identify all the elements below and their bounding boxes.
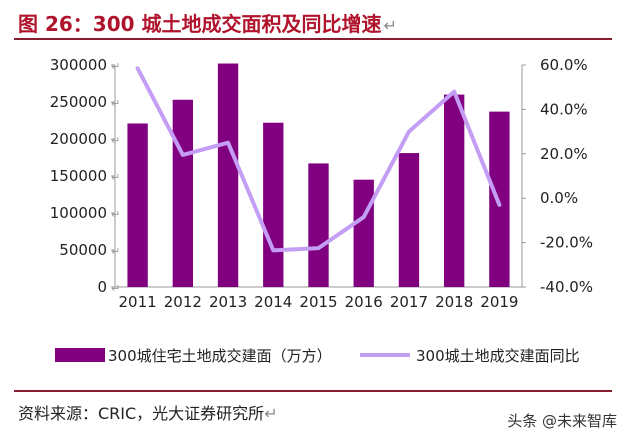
bar — [217, 63, 239, 287]
y-right-tick-label: 40.0% — [540, 100, 588, 118]
source-rule — [14, 390, 612, 392]
y-right-tick-label: 20.0% — [540, 145, 588, 163]
bar — [308, 163, 329, 287]
x-tick-label: 2015 — [299, 293, 337, 311]
line-point — [408, 131, 410, 133]
x-tick-label: 2017 — [390, 293, 428, 311]
x-tick-label: 2016 — [345, 293, 383, 311]
chart-title: 图 26：300 城土地成交面积及同比增速 ↵ — [18, 8, 397, 37]
bar — [398, 153, 420, 287]
return-mark-icon: ↵ — [383, 16, 397, 35]
y-left-tick-label: 300000 — [50, 56, 107, 74]
title-rule — [14, 38, 612, 40]
line-point — [182, 154, 184, 156]
watermark: 头条 @未来智库 — [507, 412, 617, 430]
return-mark-icon: ↵ — [111, 97, 120, 110]
chart-title-text: 图 26：300 城土地成交面积及同比增速 — [18, 12, 382, 36]
x-tick-label: 2018 — [435, 293, 473, 311]
y-left-tick-label: 200000 — [50, 130, 107, 148]
line-point — [137, 67, 139, 69]
line-point — [498, 204, 500, 206]
legend-label-line: 300城土地成交建面同比 — [416, 347, 580, 365]
legend-swatch-bar — [55, 348, 105, 362]
legend-label-bar: 300城住宅土地成交建面（万方） — [108, 347, 332, 365]
bar-series — [127, 63, 510, 288]
line-point — [227, 142, 229, 144]
line-point — [272, 249, 274, 251]
x-tick-label: 2019 — [480, 293, 518, 311]
bar — [172, 99, 194, 287]
x-tick-label: 2014 — [254, 293, 292, 311]
return-mark-icon: ↵ — [111, 208, 120, 221]
bar — [353, 179, 374, 287]
x-tick-label: 2013 — [209, 293, 247, 311]
return-mark-icon: ↵ — [111, 60, 120, 73]
y-left-tick-label: 100000 — [50, 204, 107, 222]
tick-labels: 0 ↵ 50000 ↵ 100000 ↵ 150000 ↵ 200000 ↵ 250000 ↵ 3000… — [50, 56, 593, 311]
x-tick-label: 2011 — [119, 293, 157, 311]
bar — [489, 111, 510, 288]
line-series — [135, 66, 502, 253]
line-point — [453, 91, 455, 93]
return-mark-icon: ↵ — [111, 245, 120, 258]
return-mark-icon: ↵ — [111, 171, 120, 184]
y-left-tick-label: 250000 — [50, 93, 107, 111]
bar — [263, 122, 284, 287]
y-left-tick-label: 150000 — [50, 167, 107, 185]
return-mark-icon: ↵ — [111, 282, 120, 295]
return-mark-icon: ↵ — [264, 404, 278, 423]
y-left-tick-label: 0 — [97, 278, 107, 296]
y-right-tick-label: -20.0% — [540, 234, 593, 252]
y-right-tick-label: 60.0% — [540, 56, 588, 74]
line-point — [318, 247, 319, 249]
y-right-tick-label: -40.0% — [540, 278, 593, 296]
line-point — [363, 216, 365, 218]
source-text: 资料来源：CRIC，光大证券研究所 — [18, 404, 265, 423]
y-left-tick-label: 50000 — [59, 241, 107, 259]
return-mark-icon: ↵ — [111, 134, 120, 147]
bar — [127, 123, 148, 288]
bar — [443, 94, 465, 287]
chart-legend: 300城住宅土地成交建面（万方） 300城土地成交建面同比 — [55, 347, 580, 365]
x-tick-label: 2012 — [164, 293, 202, 311]
source-note: 资料来源：CRIC，光大证券研究所↵ — [18, 400, 278, 424]
y-right-tick-label: 0.0% — [540, 189, 578, 207]
